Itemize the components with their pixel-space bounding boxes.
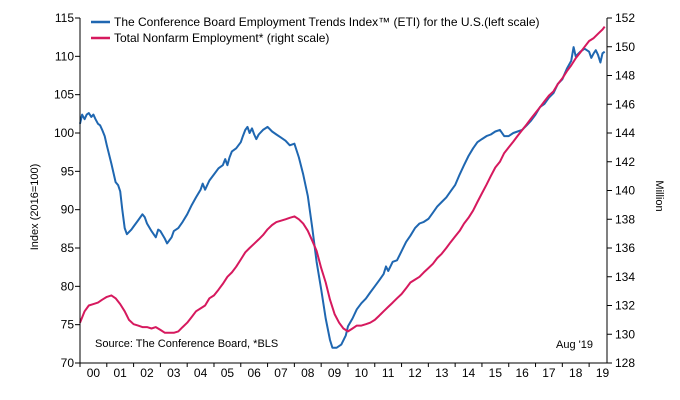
left-axis-tick-label: 105 <box>54 88 74 102</box>
x-axis-tick-label: 18 <box>569 366 583 380</box>
right-axis-ticks: 128 130 132 134 136 138 140 142 144 146 148 150 152 <box>607 11 635 370</box>
x-axis-tick-label: 19 <box>596 366 610 380</box>
left-axis-tick-label: 70 <box>61 356 75 370</box>
x-axis-tick-label: 02 <box>140 366 154 380</box>
left-axis-label: Index (2016=100) <box>29 164 41 251</box>
series-layer <box>79 25 606 349</box>
date-note: Aug '19 <box>556 339 593 351</box>
right-axis-tick-label: 140 <box>615 184 635 198</box>
left-axis-tick-label: 115 <box>55 11 74 25</box>
right-axis-tick-label: 130 <box>615 327 635 341</box>
left-axis-tick-label: 95 <box>61 164 75 178</box>
x-axis-ticks: 00 01 02 03 04 05 06 07 08 09 10 11 12 13 14 15 16 17 18 19 <box>79 363 610 380</box>
left-axis-tick-label: 80 <box>61 279 75 293</box>
x-axis-tick-label: 08 <box>301 366 315 380</box>
right-axis-tick-label: 134 <box>615 270 635 284</box>
left-axis-tick-label: 85 <box>61 241 75 255</box>
x-axis-tick-label: 04 <box>194 366 208 380</box>
x-axis-tick-label: 07 <box>274 366 288 380</box>
left-axis-ticks: 70 75 80 85 90 95 100 105 110 115 <box>54 11 80 370</box>
right-axis-tick-label: 136 <box>615 241 635 255</box>
x-axis-tick-label: 03 <box>167 366 181 380</box>
x-axis-tick-label: 00 <box>87 366 101 380</box>
x-axis-tick-label: 09 <box>328 366 342 380</box>
left-axis-tick-label: 75 <box>61 318 75 332</box>
x-axis-tick-label: 17 <box>542 366 556 380</box>
right-axis-tick-label: 138 <box>615 212 635 226</box>
source-note: Source: The Conference Board, *BLS <box>95 338 278 350</box>
right-axis-tick-label: 132 <box>615 299 635 313</box>
right-axis-tick-label: 142 <box>615 155 635 169</box>
right-axis-tick-label: 152 <box>615 11 635 25</box>
right-axis-tick-label: 148 <box>615 69 635 83</box>
x-axis-tick-label: 06 <box>247 366 261 380</box>
left-axis-tick-label: 110 <box>55 49 74 63</box>
x-axis-tick-label: 14 <box>462 366 476 380</box>
x-axis-tick-label: 10 <box>355 366 369 380</box>
legend-label-nonfarm: Total Nonfarm Employment* (right scale) <box>114 31 329 45</box>
right-axis-label: Million <box>653 180 665 211</box>
right-axis-tick-label: 144 <box>615 126 635 140</box>
x-axis-tick-label: 05 <box>221 366 235 380</box>
x-axis-tick-label: 15 <box>489 366 503 380</box>
x-axis-tick-label: 12 <box>408 366 422 380</box>
x-axis-tick-label: 13 <box>435 366 449 380</box>
right-axis-tick-label: 128 <box>615 356 635 370</box>
nonfarm-series-line <box>79 25 606 334</box>
x-axis-tick-label: 16 <box>515 366 529 380</box>
x-axis-tick-label: 01 <box>114 366 128 380</box>
eti-series-line <box>79 46 606 349</box>
left-axis-tick-label: 90 <box>61 203 75 217</box>
legend-label-eti: The Conference Board Employment Trends I… <box>114 15 540 29</box>
right-axis-tick-label: 146 <box>615 97 635 111</box>
left-axis-tick-label: 100 <box>54 126 74 140</box>
right-axis-tick-label: 150 <box>615 40 635 54</box>
legend: The Conference Board Employment Trends I… <box>91 15 540 45</box>
x-axis-tick-label: 11 <box>382 366 395 380</box>
